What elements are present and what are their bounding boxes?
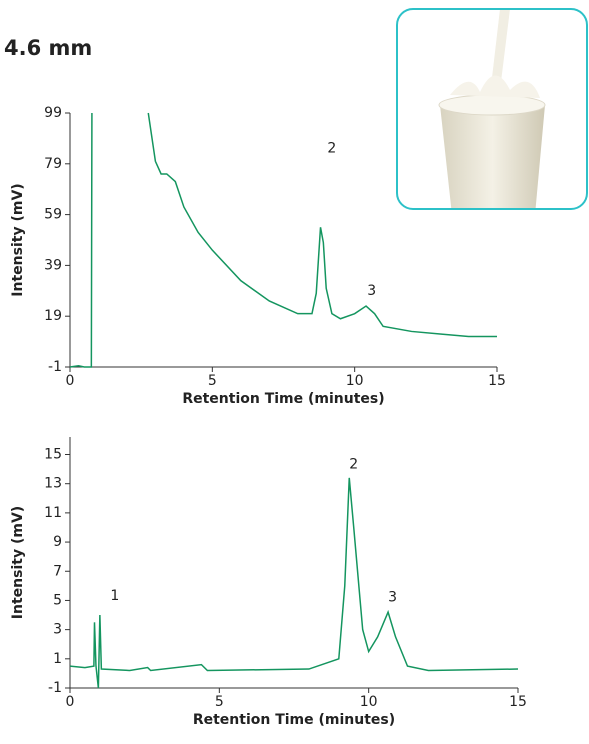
peak-label: 3: [367, 283, 376, 299]
y-tick-label: 5: [53, 592, 62, 608]
y-tick-label: 19: [44, 308, 62, 324]
header-title: 4.6 mm: [4, 36, 92, 60]
x-tick-label: 0: [66, 694, 75, 710]
x-tick-label: 15: [488, 373, 506, 389]
y-tick-label: 99: [44, 105, 62, 121]
x-tick-label: 15: [509, 694, 527, 710]
x-tick-label: 10: [346, 373, 364, 389]
x-tick-label: 5: [208, 373, 217, 389]
y-tick-label: 3: [53, 622, 62, 638]
x-axis-label: Retention Time (minutes): [193, 712, 395, 728]
y-tick-label: 79: [44, 156, 62, 172]
x-tick-label: 0: [66, 373, 75, 389]
y-tick-label: 59: [44, 207, 62, 223]
y-tick-label: -1: [48, 359, 62, 375]
x-tick-label: 5: [215, 694, 224, 710]
y-axis-label: Intensity (mV): [10, 183, 26, 296]
peak-label: 3: [388, 590, 397, 606]
peak-label: 2: [327, 141, 336, 157]
y-axis-label: Intensity (mV): [10, 506, 26, 619]
y-tick-label: 1: [53, 651, 62, 667]
milk-photo: [396, 8, 588, 210]
y-tick-label: 11: [44, 505, 62, 521]
chromatogram-line: [69, 477, 519, 689]
y-tick-label: 15: [44, 447, 62, 463]
peak-label: 2: [349, 457, 358, 473]
y-tick-label: 9: [53, 534, 62, 550]
x-tick-label: 10: [360, 694, 378, 710]
peak-label: 1: [110, 588, 119, 604]
y-tick-label: 7: [53, 563, 62, 579]
chromatogram-line: [69, 112, 497, 368]
y-tick-label: 39: [44, 257, 62, 273]
y-tick-label: 13: [44, 476, 62, 492]
y-tick-label: -1: [48, 680, 62, 696]
x-axis-label: Retention Time (minutes): [182, 391, 384, 407]
